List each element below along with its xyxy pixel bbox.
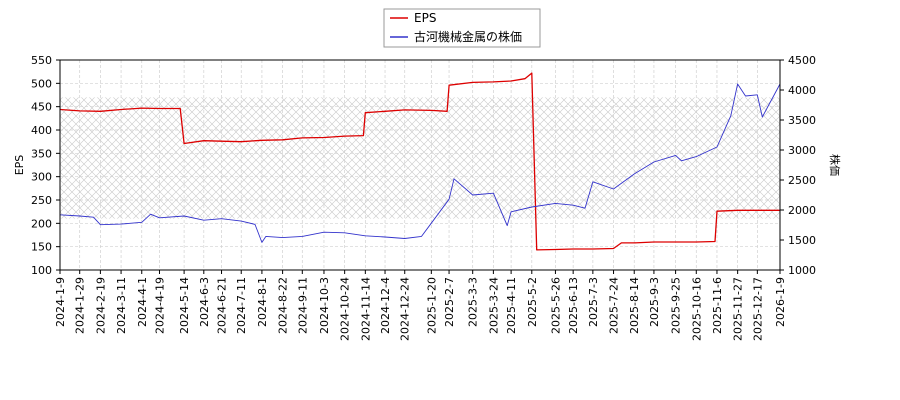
x-tick-label: 2024-12-4 <box>379 277 392 334</box>
legend: EPS 古河機械金属の株価 <box>383 8 541 48</box>
x-tick-label: 2025-9-3 <box>648 277 661 327</box>
x-tick-label: 2024-8-22 <box>277 277 290 334</box>
axes: 100 150 200 250 300 350 400 450 500 550 1000 1500 20… <box>31 54 816 341</box>
x-tick-label: 2025-6-13 <box>567 277 580 334</box>
x-tick-label: 2024-3-11 <box>115 277 128 334</box>
x-tick-label: 2025-2-7 <box>443 277 456 327</box>
x-tick-label: 2025-8-14 <box>628 277 641 334</box>
x-tick-label: 2025-11-27 <box>732 277 745 341</box>
y-left-tick-label: 500 <box>31 77 52 90</box>
y-left-tick-label: 200 <box>31 217 52 230</box>
y-left-tick-label: 100 <box>31 264 52 277</box>
x-tick-label: 2024-4-19 <box>153 277 166 334</box>
x-tick-label: 2024-12-24 <box>399 277 412 341</box>
x-tick-label: 2025-3-3 <box>467 277 480 327</box>
x-tick-label: 2025-10-16 <box>690 277 703 341</box>
y-left-tick-label: 450 <box>31 101 52 114</box>
hatch-rect <box>60 97 780 219</box>
x-tick-label: 2025-4-11 <box>505 277 518 334</box>
x-tick-label: 2025-9-25 <box>670 277 683 334</box>
legend-box <box>383 8 541 48</box>
x-tick-label: 2024-9-11 <box>296 277 309 334</box>
x-tick-label: 2025-11-6 <box>711 277 724 334</box>
x-tick-label: 2024-8-1 <box>256 277 269 327</box>
x-tick-label: 2024-11-14 <box>359 277 372 341</box>
x-tick-label: 2025-7-3 <box>587 277 600 327</box>
x-tick-label: 2025-5-26 <box>549 277 562 334</box>
x-tick-label: 2025-5-2 <box>526 277 539 327</box>
x-tick-label: 2024-7-11 <box>235 277 248 334</box>
price-series-line <box>59 83 781 243</box>
x-tick-label: 2024-10-3 <box>318 277 331 334</box>
x-tick-label: 2025-3-24 <box>487 277 500 334</box>
y-right-tick-label: 2000 <box>788 204 816 217</box>
x-tick-label: 2025-1-20 <box>425 277 438 334</box>
y-left-axis-label: EPS <box>13 155 26 176</box>
y-left-tick-label: 150 <box>31 241 52 254</box>
y-right-tick-label: 4500 <box>788 54 816 67</box>
y-left-tick-label: 300 <box>31 171 52 184</box>
plot-frame <box>59 59 781 271</box>
y-right-tick-label: 3000 <box>788 144 816 157</box>
x-tick-label: 2024-1-9 <box>54 277 67 327</box>
y-left-tick-label: 400 <box>31 124 52 137</box>
y-left-tick-label: 250 <box>31 194 52 207</box>
x-tick-label: 2024-10-24 <box>339 277 352 341</box>
y-right-tick-label: 1000 <box>788 264 816 277</box>
x-tick-label: 2025-7-24 <box>608 277 621 334</box>
eps-series-line <box>59 72 780 251</box>
y-right-tick-label: 1500 <box>788 234 816 247</box>
x-tick-label: 2026-1-9 <box>774 277 787 327</box>
y-right-tick-label: 3500 <box>788 114 816 127</box>
x-tick-label: 2024-4-1 <box>136 277 149 327</box>
x-tick-label: 2024-1-29 <box>74 277 87 334</box>
series-layer <box>59 72 781 251</box>
legend-eps-label: EPS <box>414 11 436 25</box>
legend-price-label: 古河機械金属の株価 <box>414 29 522 44</box>
x-tick-label: 2025-12-17 <box>751 277 764 341</box>
y-left-tick-label: 550 <box>31 54 52 67</box>
x-tick-label: 2024-2-19 <box>94 277 107 334</box>
y-right-tick-label: 2500 <box>788 174 816 187</box>
hatch-band <box>60 97 780 219</box>
x-tick-label: 2024-5-14 <box>178 277 191 334</box>
y-right-tick-label: 4000 <box>788 84 816 97</box>
y-left-tick-label: 350 <box>31 147 52 160</box>
x-tick-label: 2024-6-3 <box>198 277 211 327</box>
y-right-axis-label: 株価 <box>828 154 842 176</box>
x-tick-label: 2024-6-21 <box>216 277 229 334</box>
